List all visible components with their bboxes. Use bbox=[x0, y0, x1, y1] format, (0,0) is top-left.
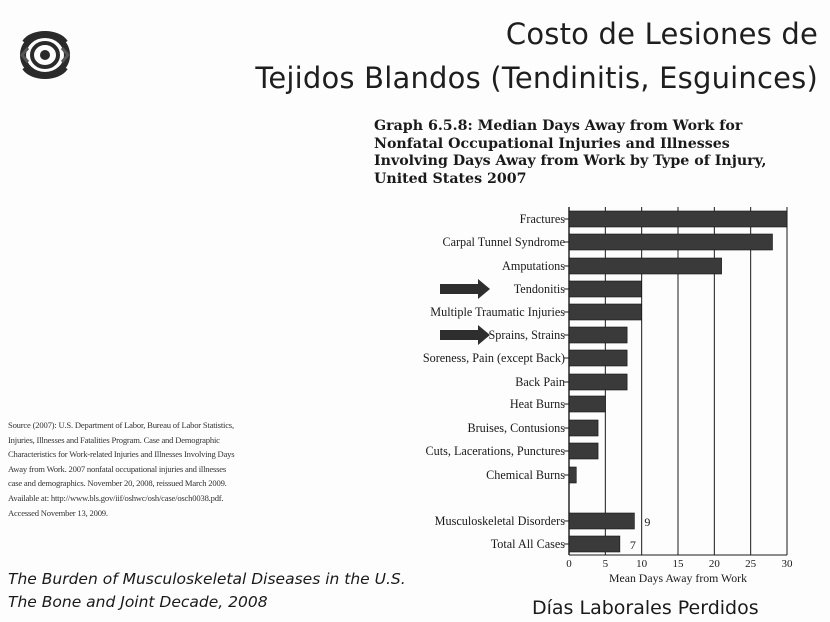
chart-title: Graph 6.5.8: Median Days Away from Work … bbox=[374, 118, 814, 188]
source-line: case and demographics. November 20, 2008… bbox=[8, 478, 227, 489]
chart-title-line-4: United States 2007 bbox=[374, 170, 527, 187]
bar bbox=[568, 535, 621, 553]
bar bbox=[568, 395, 606, 413]
data-label: 9 bbox=[644, 515, 650, 529]
x-tick-label: 15 bbox=[673, 558, 685, 570]
category-label: Cuts, Lacerations, Punctures bbox=[426, 444, 566, 458]
highlight-arrow bbox=[440, 279, 490, 299]
burden-line-2: The Bone and Joint Decade, 2008 bbox=[8, 593, 268, 611]
source-line: Available at: http://www.bls.gov/iif/osh… bbox=[8, 492, 224, 503]
bar bbox=[568, 373, 628, 391]
bar bbox=[568, 419, 599, 437]
source-citation: Source (2007): U.S. Department of Labor,… bbox=[8, 418, 308, 520]
chart-title-line-3: Involving Days Away from Work by Type of… bbox=[374, 153, 767, 169]
x-tick-label: 25 bbox=[745, 558, 757, 570]
chart-title-line-1: Graph 6.5.8: Median Days Away from Work … bbox=[374, 118, 743, 134]
category-label: Amputations bbox=[502, 259, 565, 273]
category-label: Bruises, Contusions bbox=[467, 421, 565, 435]
source-line: Accessed November 13, 2009. bbox=[8, 507, 108, 518]
x-tick-label: 5 bbox=[603, 558, 609, 570]
bar bbox=[568, 466, 577, 484]
x-tick-label: 0 bbox=[566, 558, 572, 570]
burden-line-1: The Burden of Musculoskeletal Diseases i… bbox=[8, 570, 406, 588]
bar bbox=[568, 303, 642, 321]
category-label: Tendonitis bbox=[514, 282, 566, 296]
slide-title: Costo de Lesiones de Tejidos Blandos (Te… bbox=[255, 12, 818, 100]
x-axis-label: Mean Days Away from Work bbox=[609, 571, 747, 585]
category-label: Carpal Tunnel Syndrome bbox=[442, 235, 565, 249]
category-label: Sprains, Strains bbox=[488, 328, 565, 342]
bar bbox=[568, 442, 599, 460]
slide-title-line-1: Costo de Lesiones de bbox=[505, 17, 818, 51]
bar bbox=[568, 349, 628, 367]
source-line: Away from Work. 2007 nonfatal occupation… bbox=[8, 463, 227, 474]
source-line: Characteristics for Work-related Injurie… bbox=[8, 449, 235, 460]
footer-label: Días Laborales Perdidos bbox=[532, 597, 759, 619]
category-label: Musculoskeletal Disorders bbox=[435, 514, 566, 528]
x-tick-label: 30 bbox=[782, 558, 794, 570]
bar bbox=[568, 233, 773, 251]
source-line: Source (2007): U.S. Department of Labor,… bbox=[8, 420, 234, 430]
category-label: Total All Cases bbox=[491, 537, 566, 551]
category-label: Soreness, Pain (except Back) bbox=[423, 351, 565, 365]
slide-title-line-2: Tejidos Blandos (Tendinitis, Esguinces) bbox=[255, 61, 818, 95]
highlight-arrow bbox=[440, 325, 490, 345]
data-label: 7 bbox=[630, 538, 636, 552]
category-label: Back Pain bbox=[515, 375, 565, 389]
x-tick-label: 10 bbox=[636, 558, 648, 570]
chart-title-line-2: Nonfatal Occupational Injuries and Illne… bbox=[374, 135, 730, 152]
bar bbox=[568, 326, 628, 344]
bar bbox=[568, 512, 635, 530]
category-label: Fractures bbox=[520, 212, 566, 226]
source-line: Injuries, Illnesses and Fatalities Progr… bbox=[8, 434, 220, 445]
category-label: Heat Burns bbox=[510, 397, 565, 411]
category-label: Chemical Burns bbox=[486, 468, 565, 482]
burden-citation: The Burden of Musculoskeletal Diseases i… bbox=[8, 568, 406, 614]
bar bbox=[568, 280, 642, 298]
bone-joint-decade-logo-icon bbox=[20, 31, 70, 79]
x-tick-label: 20 bbox=[709, 558, 721, 570]
category-label: Multiple Traumatic Injuries bbox=[430, 305, 565, 319]
bar bbox=[568, 257, 722, 275]
bar bbox=[568, 210, 788, 228]
